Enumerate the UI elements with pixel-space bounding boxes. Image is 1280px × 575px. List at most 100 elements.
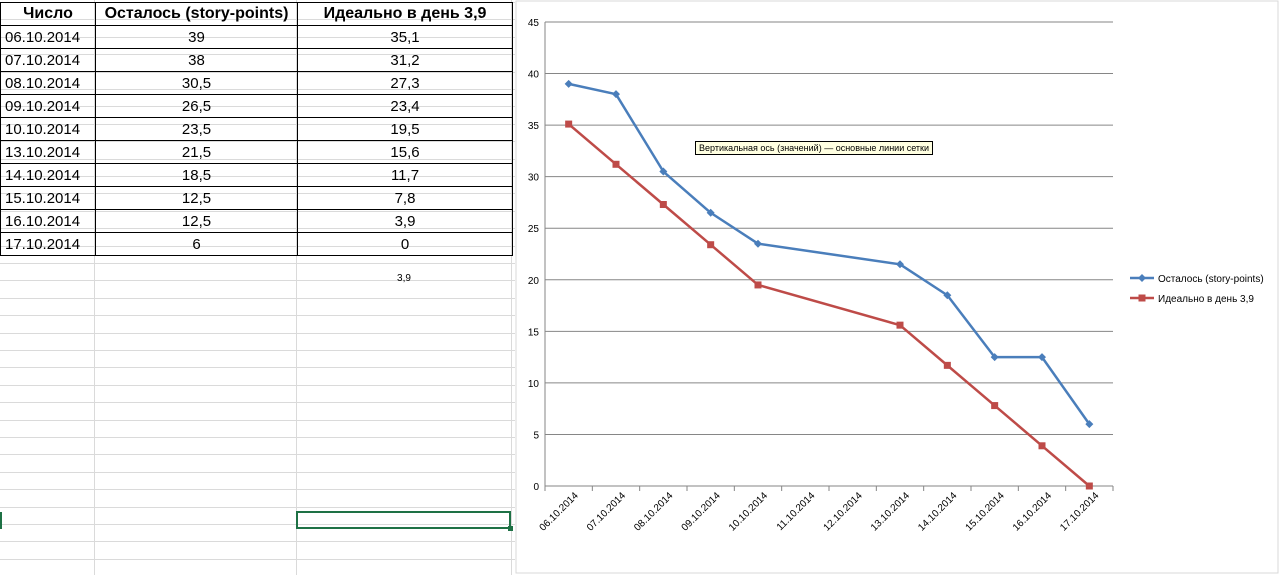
table-cell[interactable]: 23,5 [95, 117, 298, 141]
sheet-gridline [296, 0, 297, 575]
table-cell[interactable]: 23,4 [297, 94, 513, 118]
sheet-gridline [511, 0, 512, 575]
x-tick-label: 17.10.2014 [1058, 490, 1101, 533]
y-tick-label: 20 [528, 276, 540, 287]
table-cell[interactable]: 15,6 [297, 140, 513, 164]
column-header[interactable]: Осталось (story-points) [95, 2, 298, 26]
data-point [1038, 353, 1046, 362]
data-point [896, 321, 904, 329]
sheet-gridline [0, 385, 515, 386]
x-tick-label: 06.10.2014 [538, 490, 581, 533]
sheet-gridline [0, 350, 515, 351]
data-point [754, 239, 762, 248]
fill-handle[interactable] [508, 526, 513, 531]
y-tick-label: 5 [533, 430, 539, 441]
legend-label: Осталось (story-points) [1158, 274, 1264, 285]
x-tick-label: 10.10.2014 [727, 490, 770, 533]
table-cell[interactable]: 31,2 [297, 48, 513, 72]
legend-marker [1138, 274, 1146, 282]
data-point [990, 353, 999, 362]
table-header-row: Число Осталось (story-points) Идеально в д… [0, 2, 513, 26]
chart-area[interactable]: 0 5 10 15 20 25 30 35 40 45 06.10.2014 07.10.2014 08… [515, 0, 1280, 575]
table-cell[interactable]: 11,7 [297, 163, 513, 187]
sheet-gridline [0, 507, 515, 508]
data-point [564, 79, 573, 88]
table-row: 17.10.2014 6 0 [0, 232, 513, 256]
sheet-gridline [0, 333, 515, 334]
sheet-gridline [0, 454, 515, 455]
column-header[interactable]: Идеально в день 3,9 [297, 2, 513, 26]
table-cell[interactable]: 06.10.2014 [0, 25, 96, 49]
table-cell[interactable]: 09.10.2014 [0, 94, 96, 118]
x-tick-label: 08.10.2014 [632, 490, 675, 533]
table-row: 16.10.2014 12,5 3,9 [0, 209, 513, 233]
y-tick-label: 10 [528, 379, 540, 390]
table-cell[interactable]: 30,5 [95, 71, 298, 95]
table-cell[interactable]: 12,5 [95, 209, 298, 233]
x-tick-label: 16.10.2014 [1011, 490, 1054, 533]
y-tick-label: 15 [528, 327, 540, 338]
sheet-gridline [0, 420, 515, 421]
table-cell[interactable]: 26,5 [95, 94, 298, 118]
data-point [754, 281, 762, 289]
spreadsheet[interactable]: Число Осталось (story-points) Идеально в д… [0, 0, 515, 575]
sheet-gridline [0, 315, 515, 316]
table-cell[interactable]: 19,5 [297, 117, 513, 141]
data-point [991, 402, 999, 410]
y-tick-label: 45 [528, 18, 540, 29]
x-tick-label: 15.10.2014 [964, 490, 1007, 533]
legend-label: Идеально в день 3,9 [1158, 294, 1254, 305]
sheet-gridline [0, 367, 515, 368]
table-cell[interactable]: 13.10.2014 [0, 140, 96, 164]
x-tick-label: 14.10.2014 [916, 490, 959, 533]
table-row: 07.10.2014 38 31,2 [0, 48, 513, 72]
gridlines-tooltip: Вертикальная ось (значений) — основные л… [695, 141, 934, 155]
data-point [612, 160, 620, 168]
x-tick-label: 11.10.2014 [775, 490, 818, 533]
chart-border [515, 0, 1279, 574]
sheet-gridline [0, 489, 515, 490]
table-cell[interactable]: 7,8 [297, 186, 513, 210]
data-point [612, 90, 620, 99]
table-cell[interactable]: 21,5 [95, 140, 298, 164]
table-row: 15.10.2014 12,5 7,8 [0, 186, 513, 210]
burndown-chart[interactable]: 0 5 10 15 20 25 30 35 40 45 06.10.2014 07.10.2014 08… [515, 0, 1280, 575]
x-tick-label: 07.10.2014 [585, 490, 628, 533]
table-cell[interactable]: 27,3 [297, 71, 513, 95]
data-point [1085, 420, 1094, 429]
table-row: 06.10.2014 39 35,1 [0, 25, 513, 49]
table-cell[interactable]: 17.10.2014 [0, 232, 96, 256]
table-row: 09.10.2014 26,5 23,4 [0, 94, 513, 118]
table-cell[interactable]: 12,5 [95, 186, 298, 210]
data-point [706, 208, 715, 217]
table-cell[interactable]: 10.10.2014 [0, 117, 96, 141]
column-header[interactable]: Число [0, 2, 96, 26]
table-cell[interactable]: 18,5 [95, 163, 298, 187]
table-cell[interactable]: 15.10.2014 [0, 186, 96, 210]
table-cell[interactable]: 08.10.2014 [0, 71, 96, 95]
selected-cell[interactable] [296, 511, 511, 529]
table-cell[interactable]: 14.10.2014 [0, 163, 96, 187]
table-cell[interactable]: 3,9 [297, 209, 513, 233]
table-cell[interactable]: 6 [95, 232, 298, 256]
data-point [565, 120, 573, 128]
table-cell[interactable]: 16.10.2014 [0, 209, 96, 233]
legend-marker [1138, 294, 1146, 302]
table-cell[interactable]: 38 [95, 48, 298, 72]
sheet-gridline [0, 298, 515, 299]
table-cell[interactable]: 0 [297, 232, 513, 256]
x-tick-label: 09.10.2014 [680, 490, 723, 533]
data-point [943, 291, 952, 300]
y-tick-label: 35 [528, 121, 540, 132]
sheet-gridline [0, 263, 515, 264]
table-row: 08.10.2014 30,5 27,3 [0, 71, 513, 95]
table-cell[interactable]: 39 [95, 25, 298, 49]
cell-below-value[interactable]: 3,9 [397, 273, 411, 284]
sheet-gridline [0, 402, 515, 403]
data-point [1038, 442, 1046, 450]
x-tick-label: 12.10.2014 [822, 490, 865, 533]
active-row-marker [0, 512, 2, 529]
table-cell[interactable]: 07.10.2014 [0, 48, 96, 72]
table-cell[interactable]: 35,1 [297, 25, 513, 49]
table-row: 10.10.2014 23,5 19,5 [0, 117, 513, 141]
